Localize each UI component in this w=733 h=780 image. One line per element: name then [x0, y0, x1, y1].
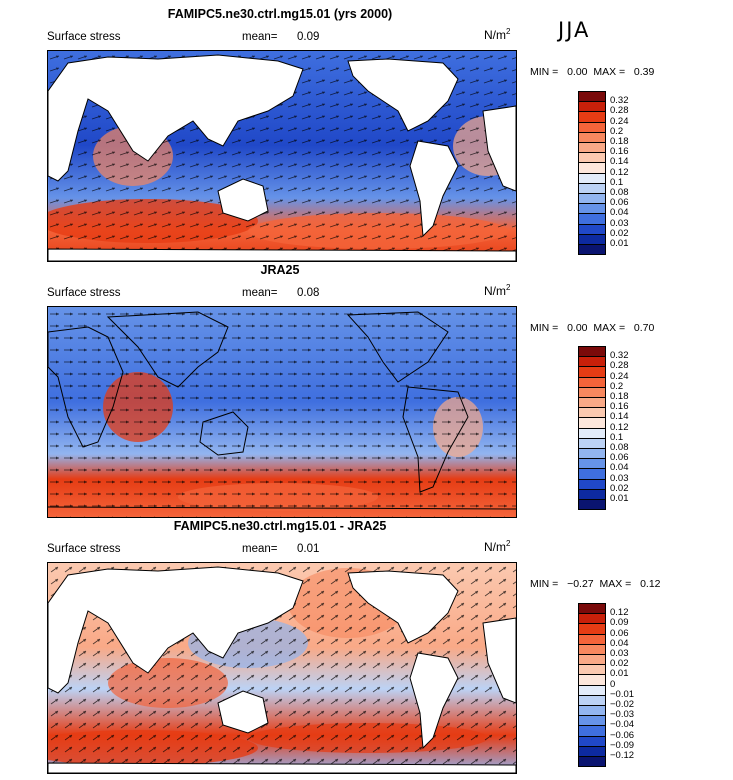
panel3-land-north-america: [347, 570, 459, 644]
panel2-land-south-america: [402, 386, 469, 493]
colorbar-tick-label: 0.01: [610, 668, 629, 680]
colorbar-tick-label: 0.06: [610, 627, 629, 639]
colorbar-tick-label: 0.03: [610, 648, 629, 659]
colorbar-tick-label: 0.16: [610, 146, 629, 158]
panel3-land-africa: [482, 617, 516, 704]
panel3-title: FAMIPC5.ne30.ctrl.mg15.01 - JRA25: [173, 519, 387, 533]
panel1-title: FAMIPC5.ne30.ctrl.mg15.01 (yrs 2000): [167, 7, 393, 21]
panel2-mean-value: 0.08: [297, 287, 320, 299]
colorbar-tick-label: 0.16: [610, 401, 629, 413]
panel2-land-asia: [106, 311, 229, 388]
colorbar-tick-label: −0.02: [610, 699, 635, 710]
colorbar-tick-label: 0.01: [610, 238, 629, 249]
colorbar-tick-label: −0.09: [610, 739, 635, 751]
colorbar-tick-label: −0.03: [610, 709, 635, 721]
panel1-mean-label: mean=: [242, 31, 278, 43]
season-label: JJA: [558, 18, 591, 42]
panel1-land-north-america: [347, 58, 459, 132]
colorbar-tick-label: −0.06: [610, 729, 635, 741]
colorbar-tick-label: 0.32: [610, 350, 629, 362]
colorbar-tick-label: 0.24: [610, 370, 629, 382]
panel3-map: [47, 562, 517, 774]
colorbar-tick-label: 0.03: [610, 217, 629, 229]
colorbar-tick-label: 0.06: [610, 452, 629, 464]
panel3-land-south-america: [409, 652, 459, 750]
colorbar-swatch: [578, 499, 606, 511]
colorbar-tick-label: 0.06: [610, 197, 629, 209]
panel3-land-eurasia: [48, 566, 304, 694]
panel1-unit: N/m2: [484, 27, 511, 42]
panel3-variable-label: Surface stress: [47, 543, 121, 555]
panel2-land-africa: [48, 326, 124, 448]
colorbar-tick-label: 0.14: [610, 411, 629, 423]
panel3-mean-label: mean=: [242, 543, 278, 555]
colorbar-tick-label: 0.08: [610, 442, 629, 453]
panel1-minmax: MIN = 0.00 MAX = 0.39: [530, 66, 655, 78]
panel2-land-australia: [199, 411, 249, 456]
colorbar-tick-label: 0: [610, 678, 616, 690]
panel2-land-north-america: [346, 311, 449, 383]
panel1-map-svg: [48, 51, 516, 261]
colorbar-tick-label: −0.04: [610, 719, 635, 731]
colorbar-tick-label: 0.18: [610, 136, 629, 147]
panel3-unit: N/m2: [484, 539, 511, 554]
colorbar-tick-label: 0.02: [610, 482, 629, 494]
panel3-mean-value: 0.01: [297, 543, 320, 555]
colorbar-tick-label: 0.03: [610, 472, 629, 484]
panel3-map-svg: [48, 563, 516, 773]
colorbar-tick-label: 0.28: [610, 360, 629, 372]
panel3-minmax: MIN = −0.27 MAX = 0.12: [530, 578, 661, 590]
panel1-variable-label: Surface stress: [47, 31, 121, 43]
colorbar-tick-label: 0.04: [610, 207, 629, 219]
colorbar-tick-label: −0.12: [610, 750, 635, 761]
colorbar-tick-label: 0.1: [610, 431, 624, 443]
colorbar-tick-label: 0.12: [610, 421, 629, 433]
panel3-land-australia: [217, 690, 269, 734]
panel1-land-south-america: [409, 140, 459, 238]
panel1-land-africa: [482, 105, 516, 192]
colorbar-tick-label: 0.28: [610, 105, 629, 117]
colorbar-tick-label: −0.01: [610, 688, 635, 700]
colorbar-tick-label: 0.09: [610, 617, 629, 629]
colorbar-tick-label: 0.18: [610, 391, 629, 402]
panel2-map-svg: [48, 307, 516, 517]
panel1-mean-value: 0.09: [297, 31, 320, 43]
colorbar-tick-label: 0.04: [610, 637, 629, 649]
panel1-land-eurasia: [48, 54, 304, 182]
colorbar-tick-label: 0.04: [610, 462, 629, 474]
panel2-minmax: MIN = 0.00 MAX = 0.70: [530, 322, 655, 334]
colorbar-tick-label: 0.12: [610, 166, 629, 178]
panel2-variable-label: Surface stress: [47, 287, 121, 299]
colorbar-tick-label: 0.2: [610, 380, 624, 392]
colorbar-swatch: [578, 244, 606, 256]
colorbar-tick-label: 0.08: [610, 187, 629, 198]
colorbar-tick-label: 0.12: [610, 607, 629, 619]
panel1-map: [47, 50, 517, 262]
panel2-map: [47, 306, 517, 518]
colorbar-swatch: [578, 756, 606, 768]
panel2-unit: N/m2: [484, 283, 511, 298]
panel2-title: JRA25: [260, 263, 300, 277]
colorbar-tick-label: 0.1: [610, 176, 624, 188]
panel2-mean-label: mean=: [242, 287, 278, 299]
colorbar-tick-label: 0.01: [610, 493, 629, 504]
colorbar-tick-label: 0.32: [610, 95, 629, 107]
colorbar-tick-label: 0.24: [610, 115, 629, 127]
colorbar-tick-label: 0.02: [610, 227, 629, 239]
colorbar-tick-label: 0.2: [610, 125, 624, 137]
panel1-land-australia: [217, 178, 269, 222]
colorbar-tick-label: 0.14: [610, 156, 629, 168]
colorbar-tick-label: 0.02: [610, 658, 629, 670]
